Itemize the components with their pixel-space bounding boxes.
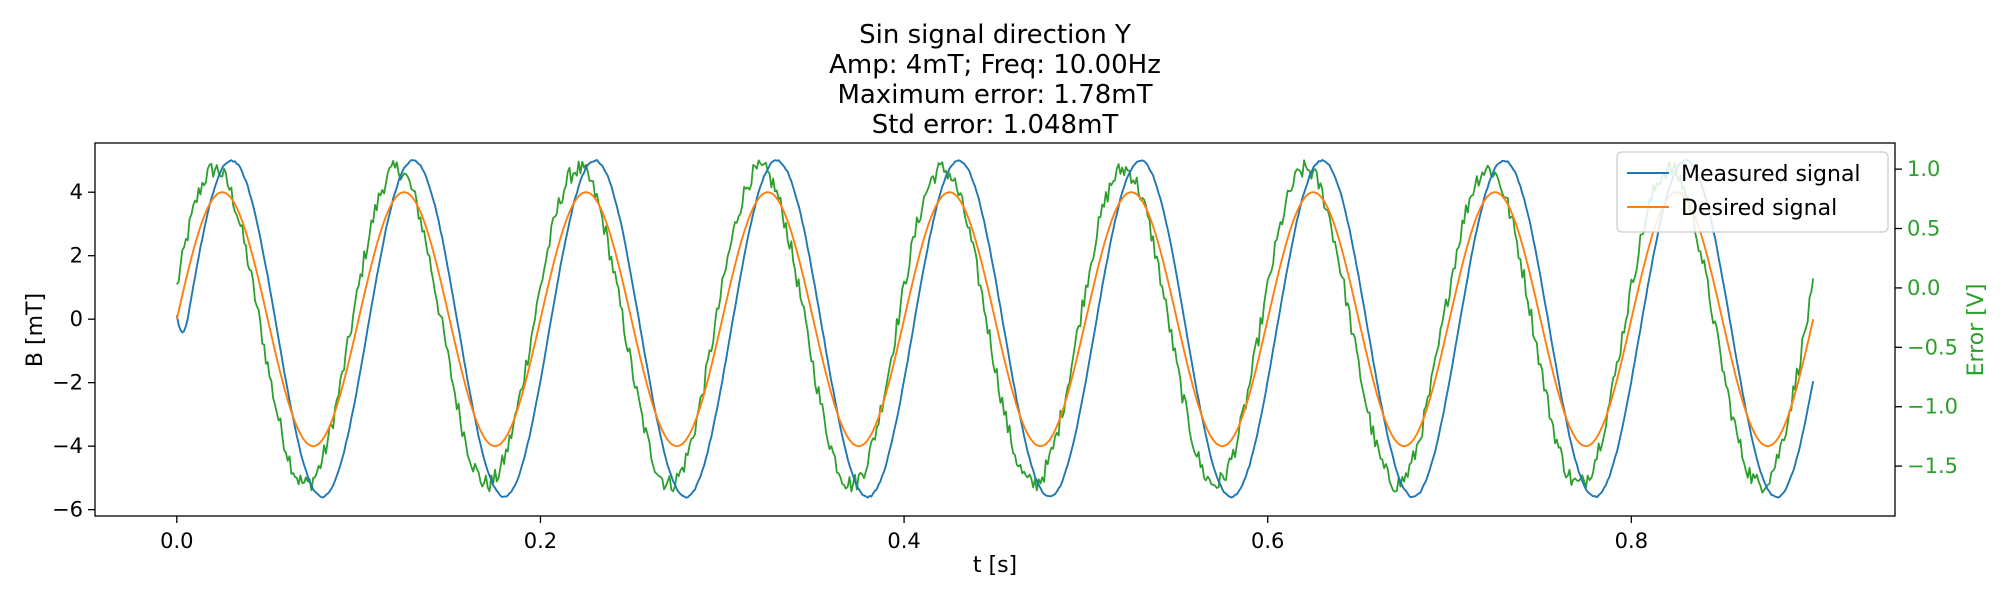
x-axis-label: t [s] <box>973 553 1017 578</box>
title-line-0: Sin signal direction Y <box>859 20 1131 50</box>
y-tick-label-1: −4 <box>52 434 83 458</box>
x-tick-label-3: 0.6 <box>1251 529 1284 553</box>
y-tick-label-4: 2 <box>70 244 83 268</box>
y-tick-label-5: 4 <box>70 180 83 204</box>
title-line-1: Amp: 4mT; Freq: 10.00Hz <box>829 50 1161 80</box>
series-line-measured <box>175 158 1815 499</box>
y2-tick-label-0: −1.5 <box>1907 454 1958 478</box>
x-tick-label-0: 0.0 <box>160 529 193 553</box>
legend-label-0: Measured signal <box>1681 162 1861 187</box>
legend-box <box>1616 151 1889 233</box>
y-tick-label-3: 0 <box>70 307 83 331</box>
y-tick-label-0: −6 <box>52 498 83 522</box>
y2-tick-label-2: −0.5 <box>1907 335 1958 359</box>
title-line-2: Maximum error: 1.78mT <box>838 80 1153 110</box>
y-tick-label-2: −2 <box>52 371 83 395</box>
series-line-desired <box>175 191 1815 448</box>
y2-tick-label-3: 0.0 <box>1907 276 1940 300</box>
y2-axis-label: Error [V] <box>1964 284 1989 377</box>
x-axis: 0.0 0.2 0.4 0.6 0.8 <box>160 516 1648 553</box>
y-axis-left: −6 −4 −2 0 2 4 <box>52 180 95 522</box>
y-axis-label: B [mT] <box>23 293 48 367</box>
x-tick-label-1: 0.2 <box>524 529 557 553</box>
plot-frame <box>94 142 1896 517</box>
title-line-3: Std error: 1.048mT <box>872 110 1119 140</box>
legend: Measured signal Desired signal <box>1616 151 1889 233</box>
legend-label-1: Desired signal <box>1681 196 1837 221</box>
y-axis-right: −1.5 −1.0 −0.5 0.0 0.5 1.0 <box>1895 157 1958 478</box>
series-lines <box>175 158 1815 499</box>
series-line-error <box>176 159 1815 494</box>
y2-tick-label-4: 0.5 <box>1907 217 1940 241</box>
y2-tick-label-5: 1.0 <box>1907 157 1940 181</box>
x-tick-label-4: 0.8 <box>1615 529 1648 553</box>
x-tick-label-2: 0.4 <box>887 529 920 553</box>
y2-tick-label-1: −1.0 <box>1907 395 1958 419</box>
